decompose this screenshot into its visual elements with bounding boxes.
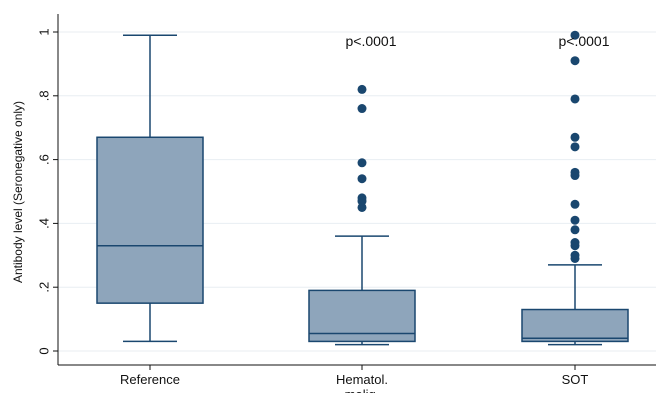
box-iqr (521, 308, 629, 343)
y-tick-label: 1 (37, 28, 52, 35)
outlier-point (357, 104, 367, 114)
axes: 0 .2 .4 .6 .8 1 Reference Hematol.malig. SOT (37, 14, 656, 393)
x-tick-label-line: Hematol. (336, 372, 388, 387)
x-tick-label: Reference (120, 372, 180, 387)
x-tick-label-line: Reference (120, 372, 180, 387)
outlier-point (570, 215, 580, 225)
outlier-point (570, 30, 580, 40)
y-axis-title: Antibody level (Seronegative only) (11, 101, 25, 283)
outlier-point (570, 225, 580, 235)
y-tick-label: .4 (37, 218, 52, 229)
box-group: p<.0001 (308, 33, 416, 346)
box-group: p<.0001 (521, 30, 629, 346)
outlier-point (570, 167, 580, 177)
box-group (96, 34, 204, 343)
x-tick-label-line: SOT (562, 372, 589, 387)
boxes: p<.0001 p<.0001 (96, 30, 629, 346)
outlier-point (357, 158, 367, 168)
outlier-point (570, 199, 580, 209)
p-value-annotation: p<.0001 (346, 33, 397, 49)
box-iqr (96, 136, 204, 304)
outlier-point (570, 132, 580, 142)
outlier-point (570, 56, 580, 66)
outlier-point (357, 84, 367, 94)
outlier-point (570, 238, 580, 248)
y-tick-label: 0 (37, 347, 52, 354)
y-tick-label: .8 (37, 90, 52, 101)
outlier-point (570, 250, 580, 260)
y-tick-label: .2 (37, 282, 52, 293)
outlier-point (357, 193, 367, 203)
x-tick-label: Hematol.malig. (336, 372, 388, 393)
outlier-point (357, 174, 367, 184)
p-value-annotation: p<.0001 (559, 33, 610, 49)
outlier-point (570, 142, 580, 152)
x-tick-label: SOT (562, 372, 589, 387)
outlier-point (570, 94, 580, 104)
x-tick-label-line: malig. (345, 387, 380, 393)
outlier-point (357, 202, 367, 212)
y-tick-label: .6 (37, 154, 52, 165)
